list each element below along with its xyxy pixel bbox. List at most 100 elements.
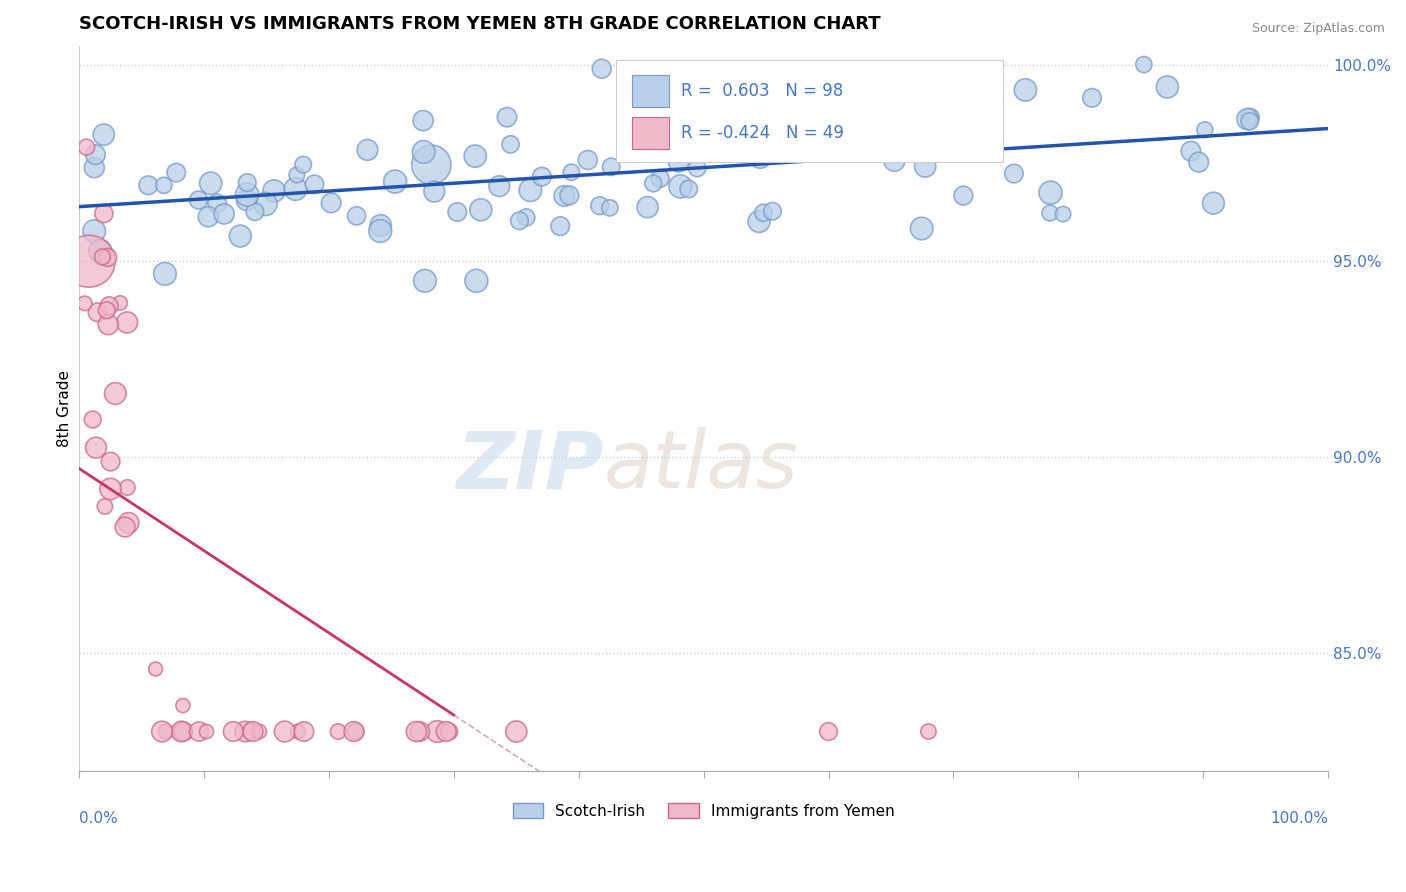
Point bbox=[643, 177, 665, 191]
Point bbox=[235, 193, 257, 207]
Point bbox=[98, 299, 121, 313]
Point bbox=[1039, 206, 1062, 220]
Point bbox=[519, 183, 541, 197]
Point bbox=[914, 160, 936, 174]
Point bbox=[413, 274, 436, 288]
Point bbox=[344, 724, 367, 739]
Point bbox=[145, 662, 167, 676]
Point bbox=[370, 219, 392, 233]
Point bbox=[676, 127, 699, 141]
Point bbox=[165, 165, 187, 179]
Text: ZIP: ZIP bbox=[457, 427, 603, 505]
Point bbox=[405, 724, 427, 739]
Text: SCOTCH-IRISH VS IMMIGRANTS FROM YEMEN 8TH GRADE CORRELATION CHART: SCOTCH-IRISH VS IMMIGRANTS FROM YEMEN 8T… bbox=[79, 15, 880, 33]
Point bbox=[423, 185, 446, 199]
Point bbox=[287, 724, 309, 739]
Point bbox=[488, 179, 510, 194]
Point bbox=[187, 193, 209, 207]
Point bbox=[229, 229, 252, 244]
Point bbox=[883, 153, 905, 168]
Text: atlas: atlas bbox=[603, 427, 799, 505]
Point bbox=[93, 206, 115, 220]
Text: Source: ZipAtlas.com: Source: ZipAtlas.com bbox=[1251, 22, 1385, 36]
Point bbox=[114, 520, 136, 534]
FancyBboxPatch shape bbox=[616, 60, 1004, 161]
Point bbox=[384, 175, 406, 189]
Point bbox=[678, 182, 700, 196]
Point bbox=[530, 169, 553, 184]
Point bbox=[77, 254, 100, 268]
Point bbox=[434, 724, 457, 739]
Point bbox=[911, 221, 934, 235]
Point bbox=[650, 171, 672, 186]
Point bbox=[304, 178, 326, 192]
Point bbox=[108, 296, 131, 310]
Point bbox=[285, 168, 308, 182]
Point bbox=[368, 224, 391, 238]
Point bbox=[437, 724, 460, 739]
Point bbox=[1239, 111, 1261, 125]
Point bbox=[205, 196, 228, 211]
Y-axis label: 8th Grade: 8th Grade bbox=[58, 369, 72, 447]
Point bbox=[1156, 79, 1178, 94]
Point bbox=[761, 204, 783, 219]
Point bbox=[195, 724, 218, 739]
Point bbox=[170, 724, 193, 739]
Point bbox=[284, 182, 307, 196]
Point bbox=[1180, 144, 1202, 158]
Point bbox=[668, 154, 690, 169]
Point bbox=[100, 454, 122, 468]
Point bbox=[412, 145, 434, 159]
Point bbox=[83, 161, 105, 175]
Point bbox=[917, 724, 939, 739]
Point bbox=[76, 140, 98, 154]
Point bbox=[465, 274, 488, 288]
Point bbox=[292, 724, 315, 739]
Point bbox=[515, 211, 537, 225]
Point bbox=[242, 724, 264, 739]
Point bbox=[426, 724, 449, 739]
Point bbox=[115, 315, 138, 329]
Point bbox=[233, 724, 256, 739]
Point bbox=[560, 165, 582, 179]
Point bbox=[769, 72, 792, 87]
Point bbox=[170, 724, 193, 739]
Point bbox=[599, 201, 621, 215]
Point bbox=[752, 206, 775, 220]
Point bbox=[89, 244, 111, 258]
Point bbox=[73, 296, 96, 310]
Point bbox=[952, 188, 974, 202]
Point bbox=[292, 158, 315, 172]
Point bbox=[505, 724, 527, 739]
Text: R =  0.603   N = 98: R = 0.603 N = 98 bbox=[681, 82, 844, 100]
Point bbox=[800, 80, 823, 95]
Point bbox=[496, 110, 519, 124]
Point bbox=[669, 179, 692, 194]
Point bbox=[645, 119, 668, 133]
Point bbox=[236, 176, 259, 190]
Point bbox=[747, 115, 769, 129]
Point bbox=[499, 137, 522, 152]
Point bbox=[104, 386, 127, 401]
Point bbox=[321, 196, 343, 211]
Point bbox=[356, 143, 378, 157]
Point bbox=[420, 158, 443, 172]
Point bbox=[412, 113, 434, 128]
Point bbox=[117, 481, 139, 495]
Point bbox=[188, 724, 211, 739]
Point bbox=[686, 161, 709, 175]
Point bbox=[589, 199, 612, 213]
Point bbox=[222, 724, 245, 739]
Point bbox=[1002, 167, 1025, 181]
Point bbox=[153, 178, 176, 193]
Point bbox=[84, 147, 107, 161]
Point bbox=[1014, 83, 1036, 97]
Point bbox=[1188, 155, 1211, 169]
Point bbox=[172, 698, 194, 713]
Text: 0.0%: 0.0% bbox=[79, 811, 118, 826]
Point bbox=[91, 250, 114, 264]
Point bbox=[343, 724, 366, 739]
Point bbox=[749, 150, 772, 164]
Point bbox=[637, 200, 659, 214]
Point bbox=[446, 205, 468, 219]
